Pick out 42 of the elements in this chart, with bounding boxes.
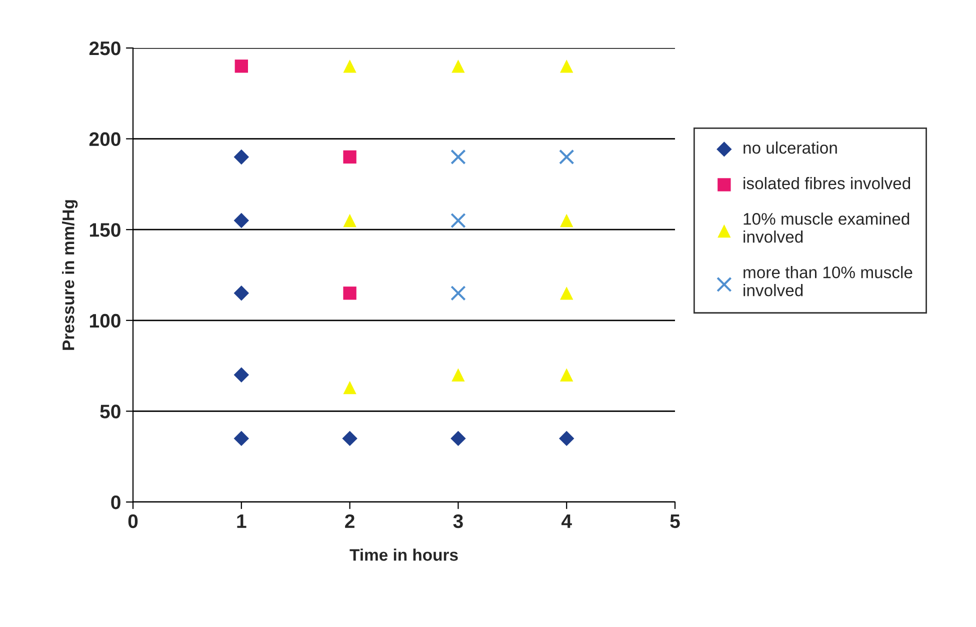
point xyxy=(560,60,574,73)
point xyxy=(452,60,465,73)
point xyxy=(234,430,250,446)
point xyxy=(343,286,356,300)
y-tick-label: 0 xyxy=(111,495,120,510)
y-tick-label: 200 xyxy=(89,132,120,146)
x-tick-label: 4 xyxy=(561,514,572,528)
point xyxy=(342,430,358,446)
point xyxy=(234,149,250,165)
point xyxy=(560,286,574,300)
point xyxy=(234,212,250,228)
point xyxy=(234,60,248,73)
y-tick-label: 150 xyxy=(90,223,120,237)
point xyxy=(450,212,466,228)
point xyxy=(560,214,574,228)
point xyxy=(558,430,574,446)
point xyxy=(343,60,356,73)
y-axis-title: Pressure in mm/Hg xyxy=(62,200,78,350)
y-tick-label: 250 xyxy=(89,41,120,56)
point xyxy=(234,286,250,301)
point xyxy=(450,430,466,446)
point xyxy=(234,367,250,382)
x-tick-label: 1 xyxy=(237,514,246,528)
point xyxy=(452,368,465,382)
point xyxy=(343,150,356,164)
x-tick-label: 0 xyxy=(128,514,138,528)
point xyxy=(343,214,356,228)
point xyxy=(450,149,466,165)
y-tick-label: 50 xyxy=(100,404,120,418)
point xyxy=(558,149,574,165)
legend-label: 10% muscle examined involved xyxy=(744,212,910,243)
point xyxy=(450,286,466,301)
x-tick-label: 2 xyxy=(345,514,354,528)
legend-label: no ulceration xyxy=(744,141,837,154)
legend-label: more than 10% muscle involved xyxy=(744,266,912,296)
x-axis-title: Time in hours xyxy=(350,548,458,561)
point xyxy=(560,368,574,382)
point xyxy=(343,381,356,394)
x-tick-label: 3 xyxy=(453,514,463,528)
y-tick-label: 100 xyxy=(90,314,120,328)
legend-label: isolated fibres involved xyxy=(744,177,910,190)
x-tick-label: 5 xyxy=(670,514,680,528)
